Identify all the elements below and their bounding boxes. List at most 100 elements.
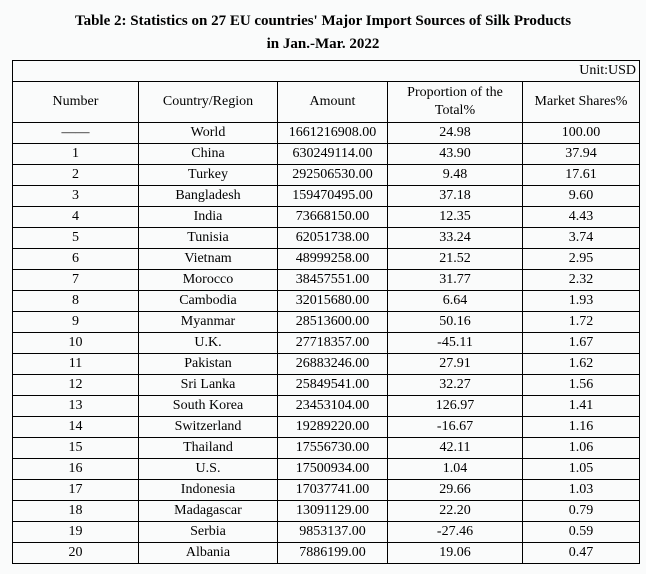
table-row: 7 Morocco 38457551.00 31.77 2.32 [12, 269, 640, 291]
cell-amount: 630249114.00 [277, 143, 388, 165]
cell-amount: 7886199.00 [277, 542, 388, 564]
cell-number: 9 [12, 311, 139, 333]
table-row: 5 Tunisia 62051738.00 33.24 3.74 [12, 227, 640, 249]
cell-number: 13 [12, 395, 139, 417]
cell-market-share: 1.06 [522, 437, 640, 459]
table-row: 6 Vietnam 48999258.00 21.52 2.95 [12, 248, 640, 270]
cell-proportion: 29.66 [387, 479, 523, 501]
cell-amount: 62051738.00 [277, 227, 388, 249]
cell-country: U.S. [138, 458, 278, 480]
cell-amount: 1661216908.00 [277, 122, 388, 144]
cell-number: 16 [12, 458, 139, 480]
cell-market-share: 0.47 [522, 542, 640, 564]
cell-proportion: 9.48 [387, 164, 523, 186]
cell-number: 10 [12, 332, 139, 354]
table-row: 16 U.S. 17500934.00 1.04 1.05 [12, 458, 640, 480]
table-title-line1: Table 2: Statistics on 27 EU countries' … [74, 13, 572, 29]
table-row: 18 Madagascar 13091129.00 22.20 0.79 [12, 500, 640, 522]
cell-number: 1 [12, 143, 139, 165]
cell-country: Bangladesh [138, 185, 278, 207]
cell-amount: 26883246.00 [277, 353, 388, 375]
cell-proportion: 50.16 [387, 311, 523, 333]
cell-amount: 23453104.00 [277, 395, 388, 417]
cell-proportion: -27.46 [387, 521, 523, 543]
cell-market-share: 1.62 [522, 353, 640, 375]
cell-proportion: 6.64 [387, 290, 523, 312]
table-row: 3 Bangladesh 159470495.00 37.18 9.60 [12, 185, 640, 207]
table-row: 14 Switzerland 19289220.00 -16.67 1.16 [12, 416, 640, 438]
cell-proportion: 24.98 [387, 122, 523, 144]
cell-market-share: 3.74 [522, 227, 640, 249]
table-row: 8 Cambodia 32015680.00 6.64 1.93 [12, 290, 640, 312]
cell-number: 18 [12, 500, 139, 522]
cell-country: Albania [138, 542, 278, 564]
cell-number: 11 [12, 353, 139, 375]
cell-proportion: 32.27 [387, 374, 523, 396]
cell-proportion: 42.11 [387, 437, 523, 459]
cell-country: Cambodia [138, 290, 278, 312]
cell-market-share: 1.67 [522, 332, 640, 354]
header-country: Country/Region [138, 81, 278, 123]
cell-market-share: 1.03 [522, 479, 640, 501]
cell-amount: 17556730.00 [277, 437, 388, 459]
cell-number: 5 [12, 227, 139, 249]
cell-country: Switzerland [138, 416, 278, 438]
table-row: 11 Pakistan 26883246.00 27.91 1.62 [12, 353, 640, 375]
cell-market-share: 2.32 [522, 269, 640, 291]
cell-market-share: 1.41 [522, 395, 640, 417]
cell-number: 20 [12, 542, 139, 564]
cell-proportion: 12.35 [387, 206, 523, 228]
table-row: 10 U.K. 27718357.00 -45.11 1.67 [12, 332, 640, 354]
cell-market-share: 1.72 [522, 311, 640, 333]
cell-amount: 17500934.00 [277, 458, 388, 480]
cell-number: 4 [12, 206, 139, 228]
header-market-share: Market Shares% [522, 81, 640, 123]
header-proportion: Proportion of the Total% [387, 81, 523, 123]
cell-amount: 17037741.00 [277, 479, 388, 501]
cell-proportion: -16.67 [387, 416, 523, 438]
cell-market-share: 1.56 [522, 374, 640, 396]
cell-number: 15 [12, 437, 139, 459]
cell-proportion: 22.20 [387, 500, 523, 522]
cell-amount: 292506530.00 [277, 164, 388, 186]
cell-country: Madagascar [138, 500, 278, 522]
table-row: 12 Sri Lanka 25849541.00 32.27 1.56 [12, 374, 640, 396]
cell-number: 6 [12, 248, 139, 270]
cell-amount: 27718357.00 [277, 332, 388, 354]
cell-proportion: 19.06 [387, 542, 523, 564]
table-row: 19 Serbia 9853137.00 -27.46 0.59 [12, 521, 640, 543]
cell-number: 8 [12, 290, 139, 312]
cell-amount: 38457551.00 [277, 269, 388, 291]
cell-country: Vietnam [138, 248, 278, 270]
cell-country: Thailand [138, 437, 278, 459]
table-row: —— World 1661216908.00 24.98 100.00 [12, 122, 640, 144]
cell-country: Pakistan [138, 353, 278, 375]
cell-proportion: 1.04 [387, 458, 523, 480]
cell-market-share: 4.43 [522, 206, 640, 228]
cell-market-share: 17.61 [522, 164, 640, 186]
cell-proportion: -45.11 [387, 332, 523, 354]
cell-country: Serbia [138, 521, 278, 543]
cell-amount: 73668150.00 [277, 206, 388, 228]
cell-proportion: 37.18 [387, 185, 523, 207]
cell-amount: 9853137.00 [277, 521, 388, 543]
cell-number: 17 [12, 479, 139, 501]
unit-label: Unit:USD [12, 60, 640, 82]
cell-country: Myanmar [138, 311, 278, 333]
import-sources-table: Unit:USD Number Country/Region Amount Pr… [12, 60, 640, 564]
cell-market-share: 1.05 [522, 458, 640, 480]
cell-amount: 159470495.00 [277, 185, 388, 207]
cell-country: U.K. [138, 332, 278, 354]
cell-country: Tunisia [138, 227, 278, 249]
cell-market-share: 37.94 [522, 143, 640, 165]
cell-country: South Korea [138, 395, 278, 417]
table-row: 17 Indonesia 17037741.00 29.66 1.03 [12, 479, 640, 501]
cell-country: India [138, 206, 278, 228]
cell-market-share: 1.93 [522, 290, 640, 312]
cell-country: China [138, 143, 278, 165]
cell-amount: 48999258.00 [277, 248, 388, 270]
cell-amount: 19289220.00 [277, 416, 388, 438]
cell-number: 19 [12, 521, 139, 543]
cell-number: 12 [12, 374, 139, 396]
cell-proportion: 33.24 [387, 227, 523, 249]
